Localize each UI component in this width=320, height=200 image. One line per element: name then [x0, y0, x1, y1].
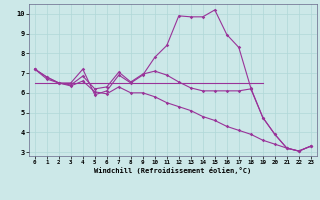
X-axis label: Windchill (Refroidissement éolien,°C): Windchill (Refroidissement éolien,°C)	[94, 167, 252, 174]
